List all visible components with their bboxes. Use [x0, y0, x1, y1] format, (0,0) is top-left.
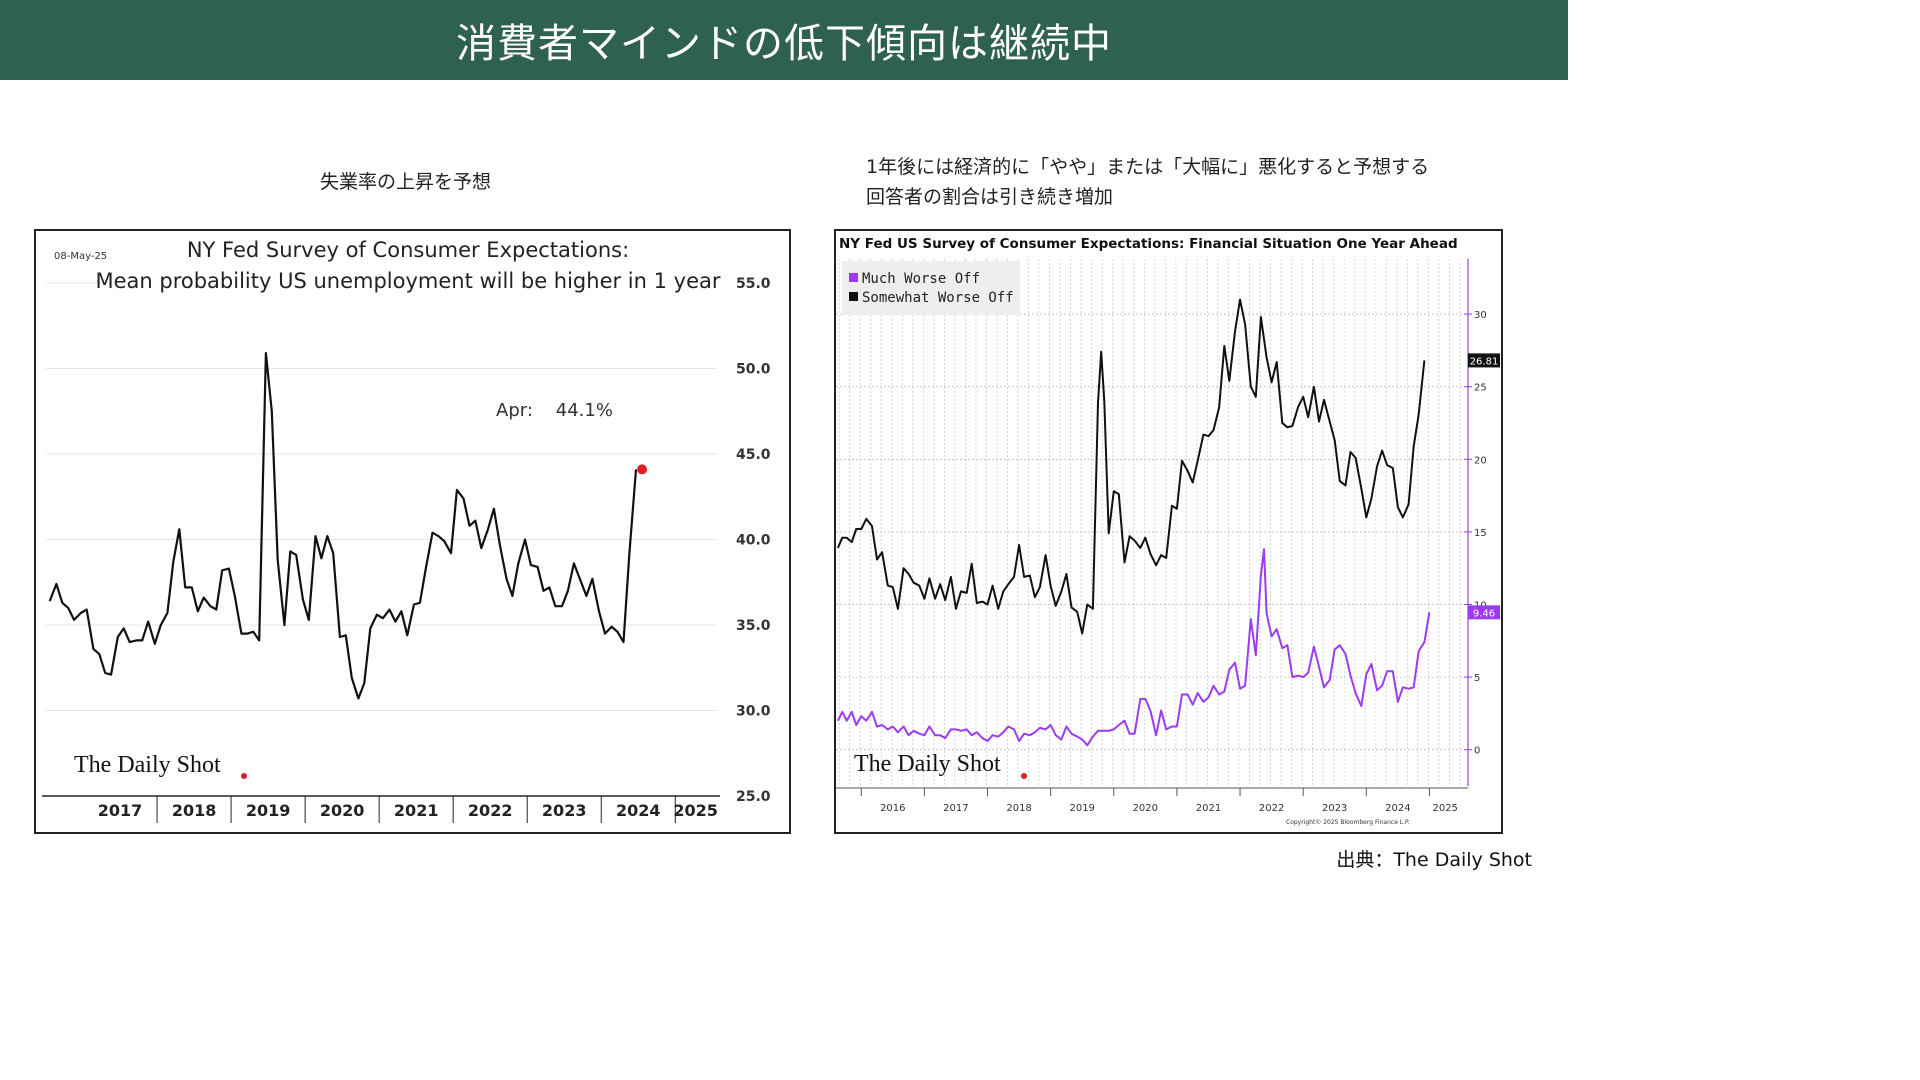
last-value-label: 26.81 — [1470, 356, 1499, 367]
right-chart-caption: 1年後には経済的に「やや」または「大幅に」悪化すると予想する 回答者の割合は引き… — [866, 152, 1429, 212]
copyright-note: Copyright© 2025 Bloomberg Finance L.P. — [1286, 819, 1410, 826]
chart-title: NY Fed US Survey of Consumer Expectation… — [839, 236, 1458, 252]
x-tick-label: 2020 — [1133, 803, 1158, 814]
x-tick-label: 2022 — [468, 801, 513, 820]
y-tick-label: 15 — [1474, 528, 1487, 539]
logo-dot — [1021, 773, 1027, 779]
right-caption-line-2: 回答者の割合は引き続き増加 — [866, 186, 1114, 208]
y-tick-label: 25 — [1474, 383, 1487, 394]
x-tick-label: 2023 — [542, 801, 587, 820]
y-tick-label: 20 — [1474, 455, 1487, 466]
x-tick-label: 2022 — [1259, 803, 1284, 814]
y-tick-label: 30.0 — [736, 704, 771, 720]
x-tick-label: 2024 — [1385, 803, 1410, 814]
x-tick-label: 2021 — [1196, 803, 1221, 814]
title-backdrop — [110, 267, 710, 297]
unemployment-expectation-line — [48, 352, 638, 700]
x-tick-label: 2016 — [880, 803, 905, 814]
source-note: 出典：The Daily Shot — [1336, 849, 1532, 871]
daily-shot-logo: The Daily Shot — [854, 751, 1001, 777]
logo-dot — [241, 773, 247, 779]
legend-label-much-worse: Much Worse Off — [862, 271, 980, 287]
legend-box — [842, 261, 1020, 315]
legend-label-somewhat-worse: Somewhat Worse Off — [862, 290, 1014, 306]
y-tick-label: 0 — [1474, 746, 1480, 757]
much-worse-off-line — [837, 548, 1431, 747]
y-tick-label: 45.0 — [736, 447, 771, 463]
x-tick-label: 2017 — [98, 801, 143, 820]
x-tick-label: 2019 — [246, 801, 291, 820]
chart-title-line-2: Mean probability US unemployment will be… — [95, 269, 720, 293]
x-tick-label: 2019 — [1069, 803, 1094, 814]
x-tick-label: 2025 — [1432, 803, 1457, 814]
chart-title-line-1: NY Fed Survey of Consumer Expectations: — [187, 238, 629, 262]
x-tick-label: 2018 — [172, 801, 217, 820]
y-tick-label: 35.0 — [736, 618, 771, 634]
page-title: 消費者マインドの低下傾向は継続中 — [456, 21, 1112, 67]
unemployment-expectation-chart: 08-May-25 NY Fed Survey of Consumer Expe… — [42, 238, 771, 823]
y-tick-label: 40.0 — [736, 533, 771, 549]
latest-value-annotation: Apr: 44.1% — [496, 400, 613, 421]
left-chart-caption: 失業率の上昇を予想 — [320, 171, 492, 193]
y-tick-label: 50.0 — [736, 362, 771, 378]
y-tick-label: 25.0 — [736, 789, 771, 805]
x-tick-label: 2018 — [1006, 803, 1031, 814]
last-value-badge — [1468, 605, 1500, 620]
legend-swatch-somewhat-worse — [849, 292, 858, 301]
y-tick-label: 30 — [1474, 310, 1487, 321]
legend-swatch-much-worse — [849, 273, 858, 282]
title-banner: 消費者マインドの低下傾向は継続中 — [0, 0, 1568, 80]
x-tick-label: 2020 — [320, 801, 365, 820]
somewhat-worse-off-line — [836, 298, 1426, 635]
last-value-badge — [1468, 353, 1500, 368]
x-tick-label: 2023 — [1322, 803, 1347, 814]
x-tick-label: 2025 — [673, 801, 718, 820]
latest-value-marker — [637, 464, 648, 475]
right-chart-frame: NY Fed US Survey of Consumer Expectation… — [834, 229, 1503, 834]
x-tick-label: 2021 — [394, 801, 439, 820]
y-tick-label: 55.0 — [736, 276, 771, 292]
x-tick-label: 2024 — [616, 801, 661, 820]
financial-situation-chart: NY Fed US Survey of Consumer Expectation… — [836, 236, 1500, 826]
daily-shot-logo: The Daily Shot — [74, 752, 221, 778]
y-tick-label: 5 — [1474, 673, 1480, 684]
right-caption-line-1: 1年後には経済的に「やや」または「大幅に」悪化すると予想する — [866, 156, 1430, 178]
chart-date-label: 08-May-25 — [54, 251, 107, 262]
last-value-label: 9.46 — [1473, 608, 1495, 619]
x-tick-label: 2017 — [943, 803, 968, 814]
left-chart-frame: 08-May-25 NY Fed Survey of Consumer Expe… — [34, 229, 791, 834]
